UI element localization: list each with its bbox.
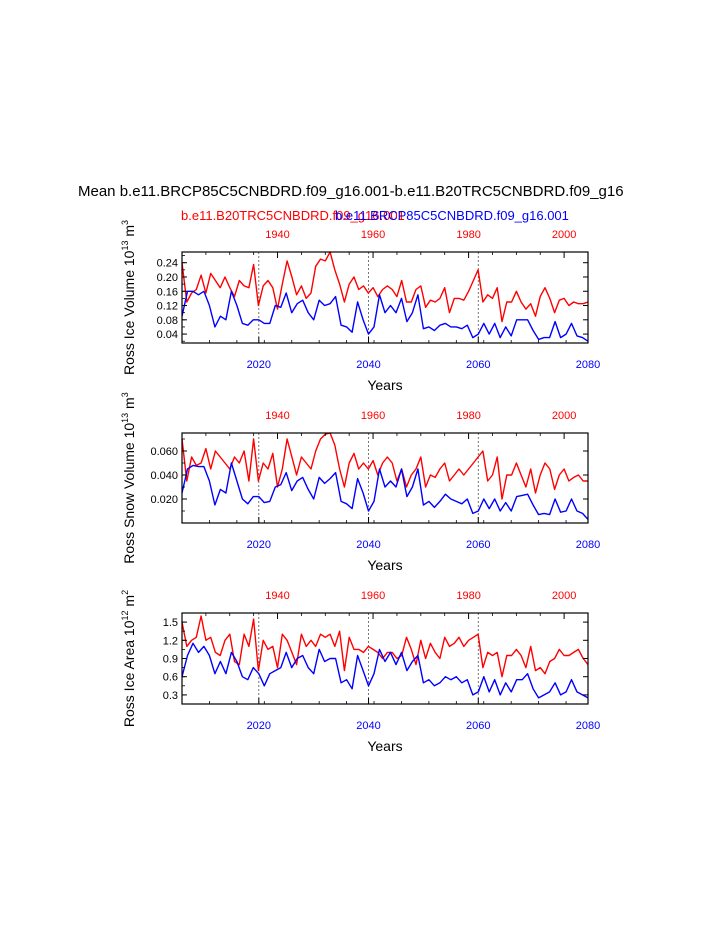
subtitle-historical-run: b.e11.B20TRC5CNBDRD.f09_g16.001 xyxy=(181,208,405,223)
y-tick-label: 0.3 xyxy=(163,690,178,702)
x-axis-label: Years xyxy=(367,377,402,393)
x-tick-label-bottom: 2020 xyxy=(247,720,271,732)
panel-ice-volume: 0.04 0.08 0.12 0.16 0.20 0.24 2020 2040 2060 2080… xyxy=(120,220,600,393)
x-tick-label-bottom: 2020 xyxy=(247,539,271,551)
x-tick-label-bottom: 2080 xyxy=(576,359,600,371)
panel-ice-area: 0.3 0.6 0.9 1.2 1.5 2020 2040 2060 2080 1940 1960 1… xyxy=(120,590,600,754)
y-axis-label-part: 3 xyxy=(120,220,130,225)
y-tick-label: 0.20 xyxy=(157,272,178,284)
y-axis-label-part: 13 xyxy=(120,413,130,423)
series-line-red xyxy=(181,251,589,323)
x-tick-label-top: 1980 xyxy=(456,410,480,422)
x-tick-label-bottom: 2040 xyxy=(356,720,380,732)
series-line-red xyxy=(181,432,588,500)
x-tick-label-top: 1960 xyxy=(361,229,385,241)
plot-frame xyxy=(181,432,589,524)
x-tick-label-top: 1940 xyxy=(265,229,289,241)
y-axis-label-part: m xyxy=(121,225,137,241)
y-tick-label: 0.020 xyxy=(150,494,178,506)
x-tick-label-bottom: 2060 xyxy=(466,539,490,551)
y-tick-label: 0.060 xyxy=(150,446,178,458)
x-tick-label-top: 2000 xyxy=(552,590,576,602)
y-axis-label-part: m xyxy=(121,397,137,413)
x-tick-label-bottom: 2080 xyxy=(576,539,600,551)
series-line-blue xyxy=(181,642,589,699)
x-tick-label-top: 2000 xyxy=(552,410,576,422)
y-axis-label-part: Ross Ice Area 10 xyxy=(121,620,137,727)
y-axis-label-part: 3 xyxy=(120,392,130,397)
y-axis-label: Ross Ice Volume 1013 m3 xyxy=(120,220,137,375)
x-tick-label-top: 1980 xyxy=(456,590,480,602)
y-axis-label-part: Ross Snow Volume 10 xyxy=(121,423,137,564)
x-tick-label-bottom: 2040 xyxy=(356,359,380,371)
y-tick-label: 0.040 xyxy=(150,470,178,482)
x-tick-label-top: 1980 xyxy=(456,229,480,241)
x-tick-label-bottom: 2060 xyxy=(466,720,490,732)
x-axis-label: Years xyxy=(367,557,402,573)
x-tick-label-top: 1960 xyxy=(361,410,385,422)
y-tick-label: 1.2 xyxy=(163,635,178,647)
series-line-red xyxy=(181,615,589,678)
x-tick-label-bottom: 2080 xyxy=(576,720,600,732)
y-tick-label: 0.16 xyxy=(157,286,178,298)
y-axis-label-part: 12 xyxy=(120,610,130,620)
x-tick-label-top: 2000 xyxy=(552,229,576,241)
panel-snow-volume: 0.020 0.040 0.060 2020 2040 2060 2080 1940 1960 1… xyxy=(120,392,600,573)
y-axis-label: Ross Snow Volume 1013 m3 xyxy=(120,392,137,563)
y-axis-label-part: 13 xyxy=(120,241,130,251)
x-axis-label: Years xyxy=(367,738,402,754)
x-tick-label-bottom: 2020 xyxy=(247,359,271,371)
y-axis-label-part: m xyxy=(121,595,137,611)
y-axis-label: Ross Ice Area 1012 m2 xyxy=(120,590,137,727)
y-tick-label: 0.6 xyxy=(163,672,178,684)
x-tick-label-bottom: 2060 xyxy=(466,359,490,371)
y-tick-label: 1.5 xyxy=(163,617,178,629)
y-tick-label: 0.9 xyxy=(163,654,178,666)
series-line-blue xyxy=(181,462,589,520)
x-tick-label-top: 1940 xyxy=(265,590,289,602)
series-line-blue xyxy=(181,290,589,342)
y-axis-label-part: Ross Ice Volume 10 xyxy=(121,250,137,375)
subtitle-rcp85-run: b.e11.BRCP85C5CNBDRD.f09_g16.001 xyxy=(335,208,569,223)
x-tick-label-top: 1960 xyxy=(361,590,385,602)
plot-frame xyxy=(181,612,589,705)
y-tick-label: 0.08 xyxy=(157,315,178,327)
plot-frame xyxy=(181,251,589,344)
figure-title: Mean b.e11.BRCP85C5CNBDRD.f09_g16.001-b.… xyxy=(78,183,624,200)
y-tick-label: 0.04 xyxy=(157,329,178,341)
y-tick-label: 0.24 xyxy=(157,258,178,270)
y-tick-label: 0.12 xyxy=(157,301,178,313)
x-tick-label-bottom: 2040 xyxy=(356,539,380,551)
y-axis-label-part: 2 xyxy=(120,590,130,595)
x-tick-label-top: 1940 xyxy=(265,410,289,422)
